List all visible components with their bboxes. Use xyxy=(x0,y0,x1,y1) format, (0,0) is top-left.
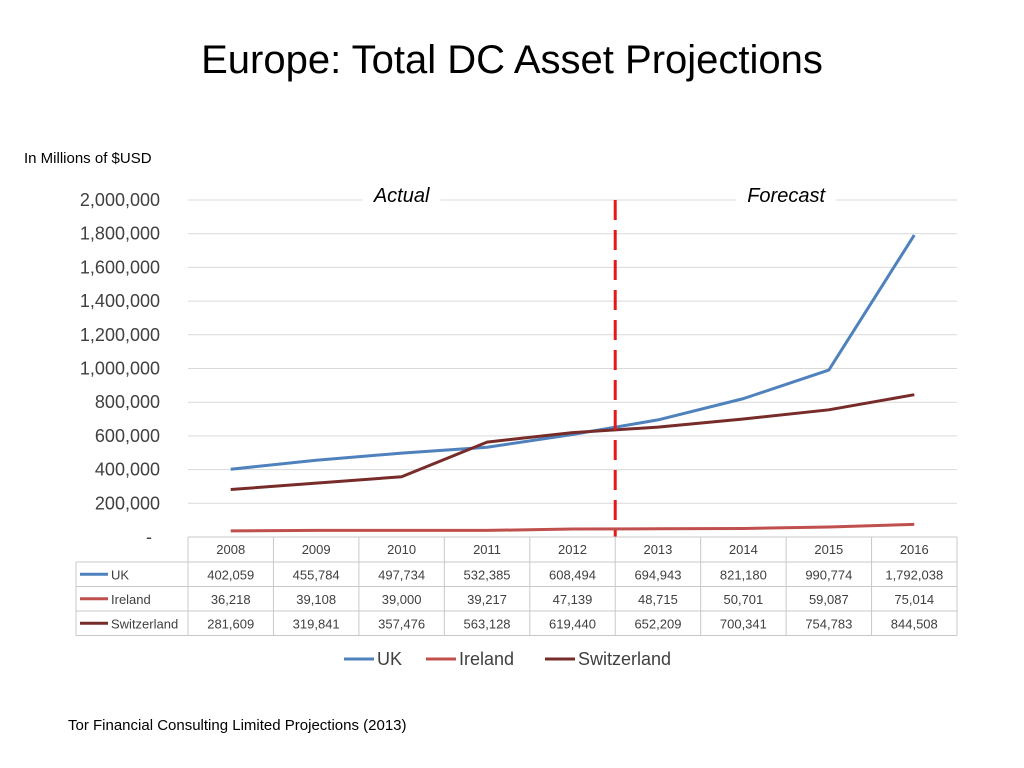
data-label: 50,701 xyxy=(724,592,764,607)
page-title: Europe: Total DC Asset Projections xyxy=(201,38,823,82)
series-line-uk xyxy=(230,234,916,471)
series-line-ireland xyxy=(230,522,915,533)
units-label: In Millions of $USD xyxy=(24,150,152,167)
data-label: 754,783 xyxy=(805,616,852,631)
annotation-bg xyxy=(362,185,441,213)
data-label: 39,108 xyxy=(296,592,336,607)
x-tick-label: 2014 xyxy=(729,542,758,557)
data-label: 700,341 xyxy=(720,616,767,631)
y-tick-label: 1,200,000 xyxy=(80,325,160,345)
y-tick-label: 2,000,000 xyxy=(80,190,160,210)
data-label: 39,000 xyxy=(382,592,422,607)
data-label: 563,128 xyxy=(464,616,511,631)
forecast-annotation: Forecast xyxy=(747,185,826,207)
legend-label: Ireland xyxy=(459,649,514,669)
data-label: 402,059 xyxy=(207,567,254,582)
x-tick-label: 2015 xyxy=(814,542,843,557)
data-label: 608,494 xyxy=(549,567,596,582)
data-label: 694,943 xyxy=(634,567,681,582)
footer-source: Tor Financial Consulting Limited Project… xyxy=(68,717,407,734)
y-tick-label: - xyxy=(146,527,152,547)
series-line-switzerland xyxy=(230,393,915,492)
data-label: 319,841 xyxy=(293,616,340,631)
y-tick-label: 600,000 xyxy=(95,426,160,446)
data-label: 619,440 xyxy=(549,616,596,631)
y-tick-label: 800,000 xyxy=(95,392,160,412)
table-row-label: Ireland xyxy=(111,592,151,607)
data-label: 844,508 xyxy=(891,616,938,631)
data-label: 455,784 xyxy=(293,567,340,582)
data-label: 75,014 xyxy=(894,592,934,607)
x-tick-label: 2012 xyxy=(558,542,587,557)
annotation-bg xyxy=(736,185,837,213)
x-tick-label: 2016 xyxy=(900,542,929,557)
data-label: 281,609 xyxy=(207,616,254,631)
data-label: 821,180 xyxy=(720,567,767,582)
y-tick-label: 1,800,000 xyxy=(80,224,160,244)
data-label: 48,715 xyxy=(638,592,678,607)
y-tick-label: 1,400,000 xyxy=(80,291,160,311)
legend-label: UK xyxy=(377,649,402,669)
data-label: 990,774 xyxy=(805,567,852,582)
data-label: 36,218 xyxy=(211,592,251,607)
y-tick-label: 400,000 xyxy=(95,460,160,480)
y-tick-label: 1,600,000 xyxy=(80,257,160,277)
data-label: 59,087 xyxy=(809,592,849,607)
y-tick-label: 200,000 xyxy=(95,493,160,513)
line-chart: - 200,000 400,000 600,000 800,000 1,000,000 1,… xyxy=(75,185,958,669)
data-label: 497,734 xyxy=(378,567,425,582)
x-tick-label: 2008 xyxy=(216,542,245,557)
data-label: 532,385 xyxy=(464,567,511,582)
actual-annotation: Actual xyxy=(373,185,430,207)
data-label: 39,217 xyxy=(467,592,507,607)
table-row-label: UK xyxy=(111,567,129,582)
legend-label: Switzerland xyxy=(578,649,671,669)
data-label: 357,476 xyxy=(378,616,425,631)
data-label: 652,209 xyxy=(634,616,681,631)
data-label: 47,139 xyxy=(553,592,593,607)
table-row-label: Switzerland xyxy=(111,616,178,631)
x-tick-label: 2009 xyxy=(302,542,331,557)
data-label: 1,792,038 xyxy=(885,567,943,582)
x-tick-label: 2010 xyxy=(387,542,416,557)
x-tick-label: 2011 xyxy=(473,542,501,557)
x-tick-label: 2013 xyxy=(643,542,672,557)
y-tick-label: 1,000,000 xyxy=(80,359,160,379)
